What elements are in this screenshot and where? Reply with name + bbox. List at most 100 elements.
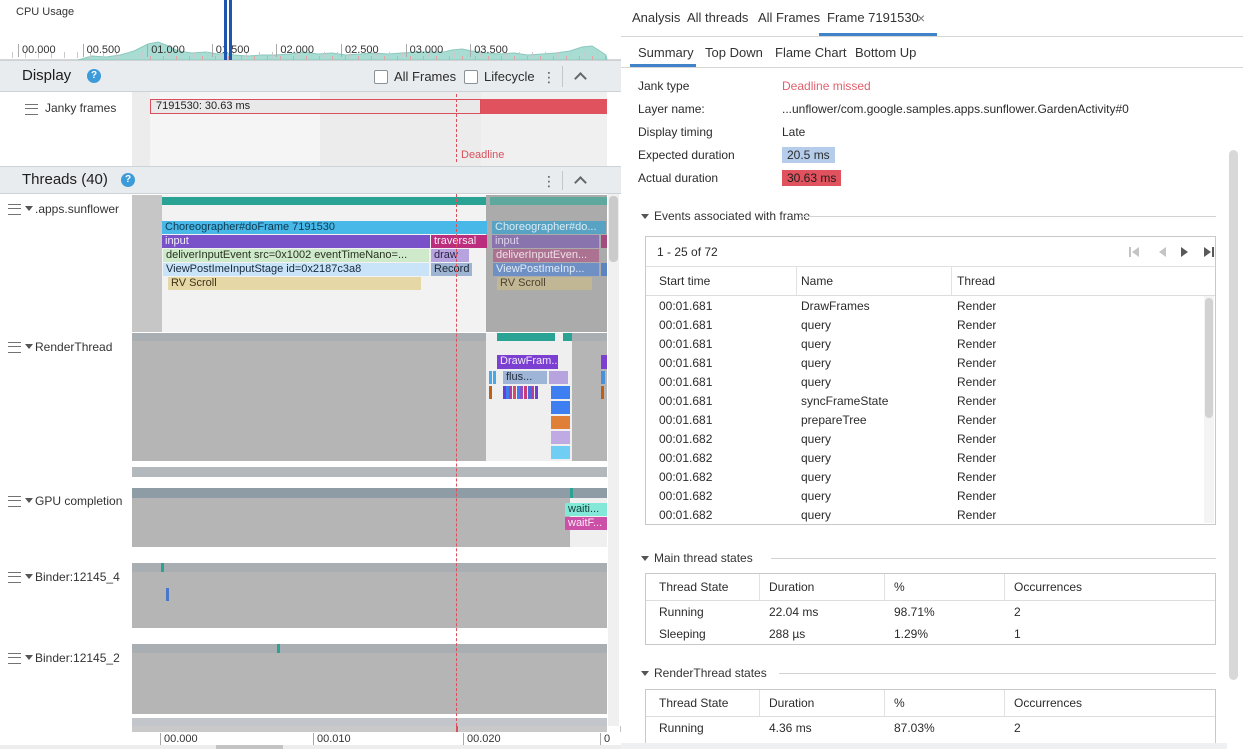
tab-top-down[interactable]: Top Down <box>705 45 763 60</box>
table-row[interactable]: Running 4.36 ms 87.03% 2 <box>646 717 1215 739</box>
drag-handle-icon[interactable] <box>8 342 21 353</box>
trace-event-bar[interactable]: DrawFram... <box>497 355 558 369</box>
trace-event-bar[interactable]: input <box>162 235 430 248</box>
horizontal-scrollbar[interactable] <box>621 743 1227 749</box>
column-header[interactable]: Duration <box>769 580 815 594</box>
trace-event-bar[interactable]: deliverInputEvent src=0x1002 eventTimeNa… <box>163 249 429 262</box>
next-page-icon[interactable] <box>1178 246 1192 258</box>
panel-scrollbar[interactable] <box>1227 68 1240 749</box>
range-minimap[interactable] <box>132 726 607 732</box>
help-icon[interactable]: ? <box>87 69 101 83</box>
lifecycle-checkbox-label[interactable]: Lifecycle <box>484 69 535 84</box>
column-header[interactable]: Occurrences <box>1014 580 1083 594</box>
close-tab-icon[interactable]: × <box>917 10 926 26</box>
trace-event-bar[interactable]: Choreographer#do... <box>492 221 606 234</box>
tab-analysis[interactable]: Analysis <box>632 10 681 25</box>
table-row[interactable]: 00:01.681 query Render <box>646 334 1215 353</box>
field-value: ...unflower/com.google.samples.apps.sunf… <box>782 102 1129 116</box>
tab-frame[interactable]: Frame 7191530 <box>827 10 919 25</box>
trace-event-bar[interactable]: ViewPostImeInputStage id=0x2187c3a8 <box>163 263 429 276</box>
trace-event-bar[interactable]: Choreographer#doFrame 7191530 <box>162 221 487 234</box>
trace-event-bar[interactable]: flus... <box>503 371 547 384</box>
all-frames-checkbox[interactable] <box>374 70 388 84</box>
drag-handle-icon[interactable] <box>25 104 38 115</box>
trace-event-bar[interactable]: deliverInputEven... <box>493 249 599 262</box>
selection-marker[interactable] <box>224 0 227 60</box>
trace-event-bar[interactable]: Record ... <box>431 263 472 276</box>
scrollbar-thumb[interactable] <box>1229 150 1238 680</box>
tab-bottom-up[interactable]: Bottom Up <box>855 45 917 60</box>
trace-event-bar[interactable]: RV Scroll <box>168 277 421 290</box>
table-cell: 288 µs <box>769 627 806 641</box>
first-page-icon[interactable] <box>1127 246 1141 258</box>
table-row[interactable]: 00:01.681 query Render <box>646 353 1215 372</box>
drag-handle-icon[interactable] <box>8 496 21 507</box>
cpu-usage-track[interactable]: 00.000 00.500 01.000 01.500 02.000 02.500 03.0… <box>0 0 621 60</box>
last-page-icon[interactable] <box>1202 246 1216 258</box>
tab-all-threads[interactable]: All threads <box>687 10 749 25</box>
table-row[interactable]: 00:01.682 query Render <box>646 429 1215 448</box>
tab-all-frames[interactable]: All Frames <box>758 10 821 25</box>
table-row[interactable]: 00:01.681 DrawFrames Render <box>646 296 1215 315</box>
trace-event-bar[interactable]: RV Scroll <box>497 277 592 290</box>
column-header[interactable]: % <box>894 696 905 710</box>
janky-frame-overrun-bar[interactable] <box>481 99 607 114</box>
table-row[interactable]: 00:01.682 query Render <box>646 448 1215 467</box>
table-row[interactable]: 00:01.682 query Render <box>646 467 1215 486</box>
collapse-chevron-icon[interactable] <box>574 176 587 189</box>
events-table-scrollbar[interactable] <box>1204 296 1214 523</box>
tab-flame-chart[interactable]: Flame Chart <box>775 45 847 60</box>
table-row[interactable]: 00:01.681 syncFrameState Render <box>646 391 1215 410</box>
expand-caret-icon[interactable] <box>25 206 33 211</box>
trace-event-bar[interactable]: input <box>492 235 599 248</box>
scrollbar-thumb[interactable] <box>216 745 283 749</box>
table-row[interactable]: 00:01.681 query Render <box>646 372 1215 391</box>
table-row[interactable]: 00:01.682 query Render <box>646 486 1215 505</box>
trace-event-bar[interactable]: draw <box>431 249 469 262</box>
selection-marker[interactable] <box>229 0 232 60</box>
drag-handle-icon[interactable] <box>8 653 21 664</box>
trace-event-bar[interactable]: waitF... <box>565 517 607 530</box>
thread-state-other <box>572 333 607 341</box>
trace-event-bar[interactable]: traversal <box>431 235 487 248</box>
expand-caret-icon[interactable] <box>25 498 33 503</box>
drag-handle-icon[interactable] <box>8 572 21 583</box>
column-header[interactable]: Thread State <box>659 580 729 594</box>
expand-caret-icon[interactable] <box>25 574 33 579</box>
all-frames-checkbox-label[interactable]: All Frames <box>394 69 457 84</box>
column-header[interactable]: Name <box>801 274 834 288</box>
expand-caret-icon[interactable] <box>25 655 33 660</box>
trace-event-bar[interactable]: waiti... <box>565 503 607 516</box>
table-cell: Render <box>957 508 997 522</box>
field-label: Expected duration <box>638 148 735 162</box>
column-header[interactable]: Thread State <box>659 696 729 710</box>
trace-event-bar[interactable]: ViewPostImeInp... <box>493 263 599 276</box>
table-row[interactable]: 00:01.682 query Render <box>646 505 1215 524</box>
scrollbar-thumb[interactable] <box>609 196 618 262</box>
scrollbar-thumb[interactable] <box>1205 298 1213 418</box>
column-header[interactable]: % <box>894 580 905 594</box>
horizontal-scrollbar[interactable] <box>0 745 621 749</box>
table-row[interactable]: 00:01.681 prepareTree Render <box>646 410 1215 429</box>
collapse-caret-icon[interactable] <box>641 556 649 561</box>
expand-caret-icon[interactable] <box>25 344 33 349</box>
more-options-icon[interactable]: ⋮ <box>542 173 556 189</box>
table-row[interactable]: Running 22.04 ms 98.71% 2 <box>646 601 1215 623</box>
tab-summary[interactable]: Summary <box>638 45 694 60</box>
column-header[interactable]: Occurrences <box>1014 696 1083 710</box>
drag-handle-icon[interactable] <box>8 204 21 215</box>
collapse-caret-icon[interactable] <box>641 671 649 676</box>
previous-page-icon[interactable] <box>1155 246 1169 258</box>
column-header[interactable]: Start time <box>659 274 711 288</box>
column-header[interactable]: Thread <box>957 274 996 288</box>
more-options-icon[interactable]: ⋮ <box>542 69 556 85</box>
collapse-caret-icon[interactable] <box>641 214 649 219</box>
column-header[interactable]: Duration <box>769 696 815 710</box>
lifecycle-checkbox[interactable] <box>464 70 478 84</box>
janky-frame-bar[interactable]: 7191530: 30.63 ms <box>150 99 481 114</box>
help-icon[interactable]: ? <box>121 173 135 187</box>
table-row[interactable]: Sleeping 288 µs 1.29% 1 <box>646 623 1215 645</box>
collapse-chevron-icon[interactable] <box>574 72 587 85</box>
table-row[interactable]: 00:01.681 query Render <box>646 315 1215 334</box>
threads-scrollbar[interactable] <box>608 194 619 726</box>
